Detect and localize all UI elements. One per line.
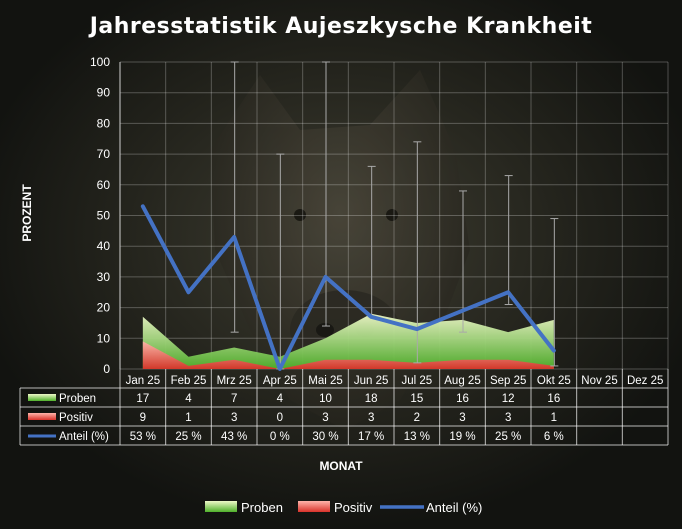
table-cell: 17 % [358,431,384,443]
area-positiv [142,341,554,369]
legend-label: Proben [241,500,283,515]
table-cell: 4 [277,393,284,405]
y-tick-label: 40 [97,239,111,253]
point-anteil [232,235,236,239]
x-tick-label: Nov 25 [581,375,617,387]
legend-swatch [298,501,330,512]
point-anteil [278,367,282,371]
table-cell: 3 [505,412,511,424]
table-legend-swatch [28,394,56,401]
table-row-label: Proben [59,393,96,405]
x-tick-label: Jun 25 [354,375,389,387]
table-row-label: Positiv [59,412,93,424]
y-tick-label: 80 [97,116,111,130]
point-anteil [461,309,464,313]
y-tick-label: 100 [90,55,110,69]
x-tick-label: Sep 25 [490,375,526,387]
legend-swatch [205,501,237,512]
table-cell: 4 [185,393,192,405]
table-cell: 3 [459,412,465,424]
y-tick-label: 70 [97,147,111,161]
x-tick-label: Mrz 25 [217,375,252,387]
table-cell: 13 % [404,431,430,443]
table-cell: 19 % [449,431,475,443]
x-tick-label: Jul 25 [401,375,432,387]
table-cell: 12 [502,393,515,405]
y-tick-label: 30 [97,270,111,284]
table-cell: 9 [140,412,146,424]
point-anteil [141,204,145,208]
area-proben [142,313,554,369]
x-tick-label: Mai 25 [308,375,343,387]
table-cell: 25 % [175,431,201,443]
y-tick-label: 10 [97,331,111,345]
point-anteil [187,290,190,294]
legend-label: Anteil (%) [426,500,482,515]
table-cell: 3 [231,412,237,424]
x-tick-label: Feb 25 [171,375,207,387]
table-cell: 0 [277,412,283,424]
point-anteil [369,315,373,319]
x-tick-label: Aug 25 [444,375,480,387]
table-legend-swatch [28,413,56,420]
line-anteil [140,204,556,371]
point-anteil [552,349,556,353]
table-cell: 6 % [544,431,564,443]
table-cell: 1 [551,412,557,424]
table-cell: 15 [410,393,423,405]
table-cell: 53 % [130,431,156,443]
chart-title: Jahresstatistik Aujeszkysche Krankheit [89,14,593,39]
y-tick-label: 90 [97,86,111,100]
table-cell: 43 % [221,431,247,443]
y-tick-label: 50 [97,209,111,223]
table-cell: 1 [185,412,191,424]
table-cell: 2 [414,412,420,424]
table-cell: 16 [456,393,469,405]
table-cell: 7 [231,393,237,405]
table-row-label: Anteil (%) [59,431,109,443]
x-tick-label: Dez 25 [627,375,663,387]
y-tick-label: 20 [97,301,111,315]
table-cell: 30 % [312,431,338,443]
table-cell: 3 [368,412,374,424]
x-tick-label: Okt 25 [537,375,571,387]
x-axis-label: MONAT [319,459,363,473]
point-anteil [506,290,510,294]
x-tick-label: Jan 25 [126,375,161,387]
table-cell: 18 [365,393,378,405]
table-cell: 16 [547,393,560,405]
table-cell: 10 [319,393,332,405]
table-cell: 0 % [270,431,290,443]
table-cell: 17 [136,393,149,405]
legend-label: Positiv [334,500,373,515]
point-anteil [415,327,419,331]
y-tick-label: 60 [97,178,111,192]
x-tick-label: Apr 25 [263,375,297,387]
table-cell: 3 [322,412,328,424]
table-cell: 25 % [495,431,521,443]
y-tick-label: 0 [103,362,110,376]
point-anteil [324,275,327,279]
